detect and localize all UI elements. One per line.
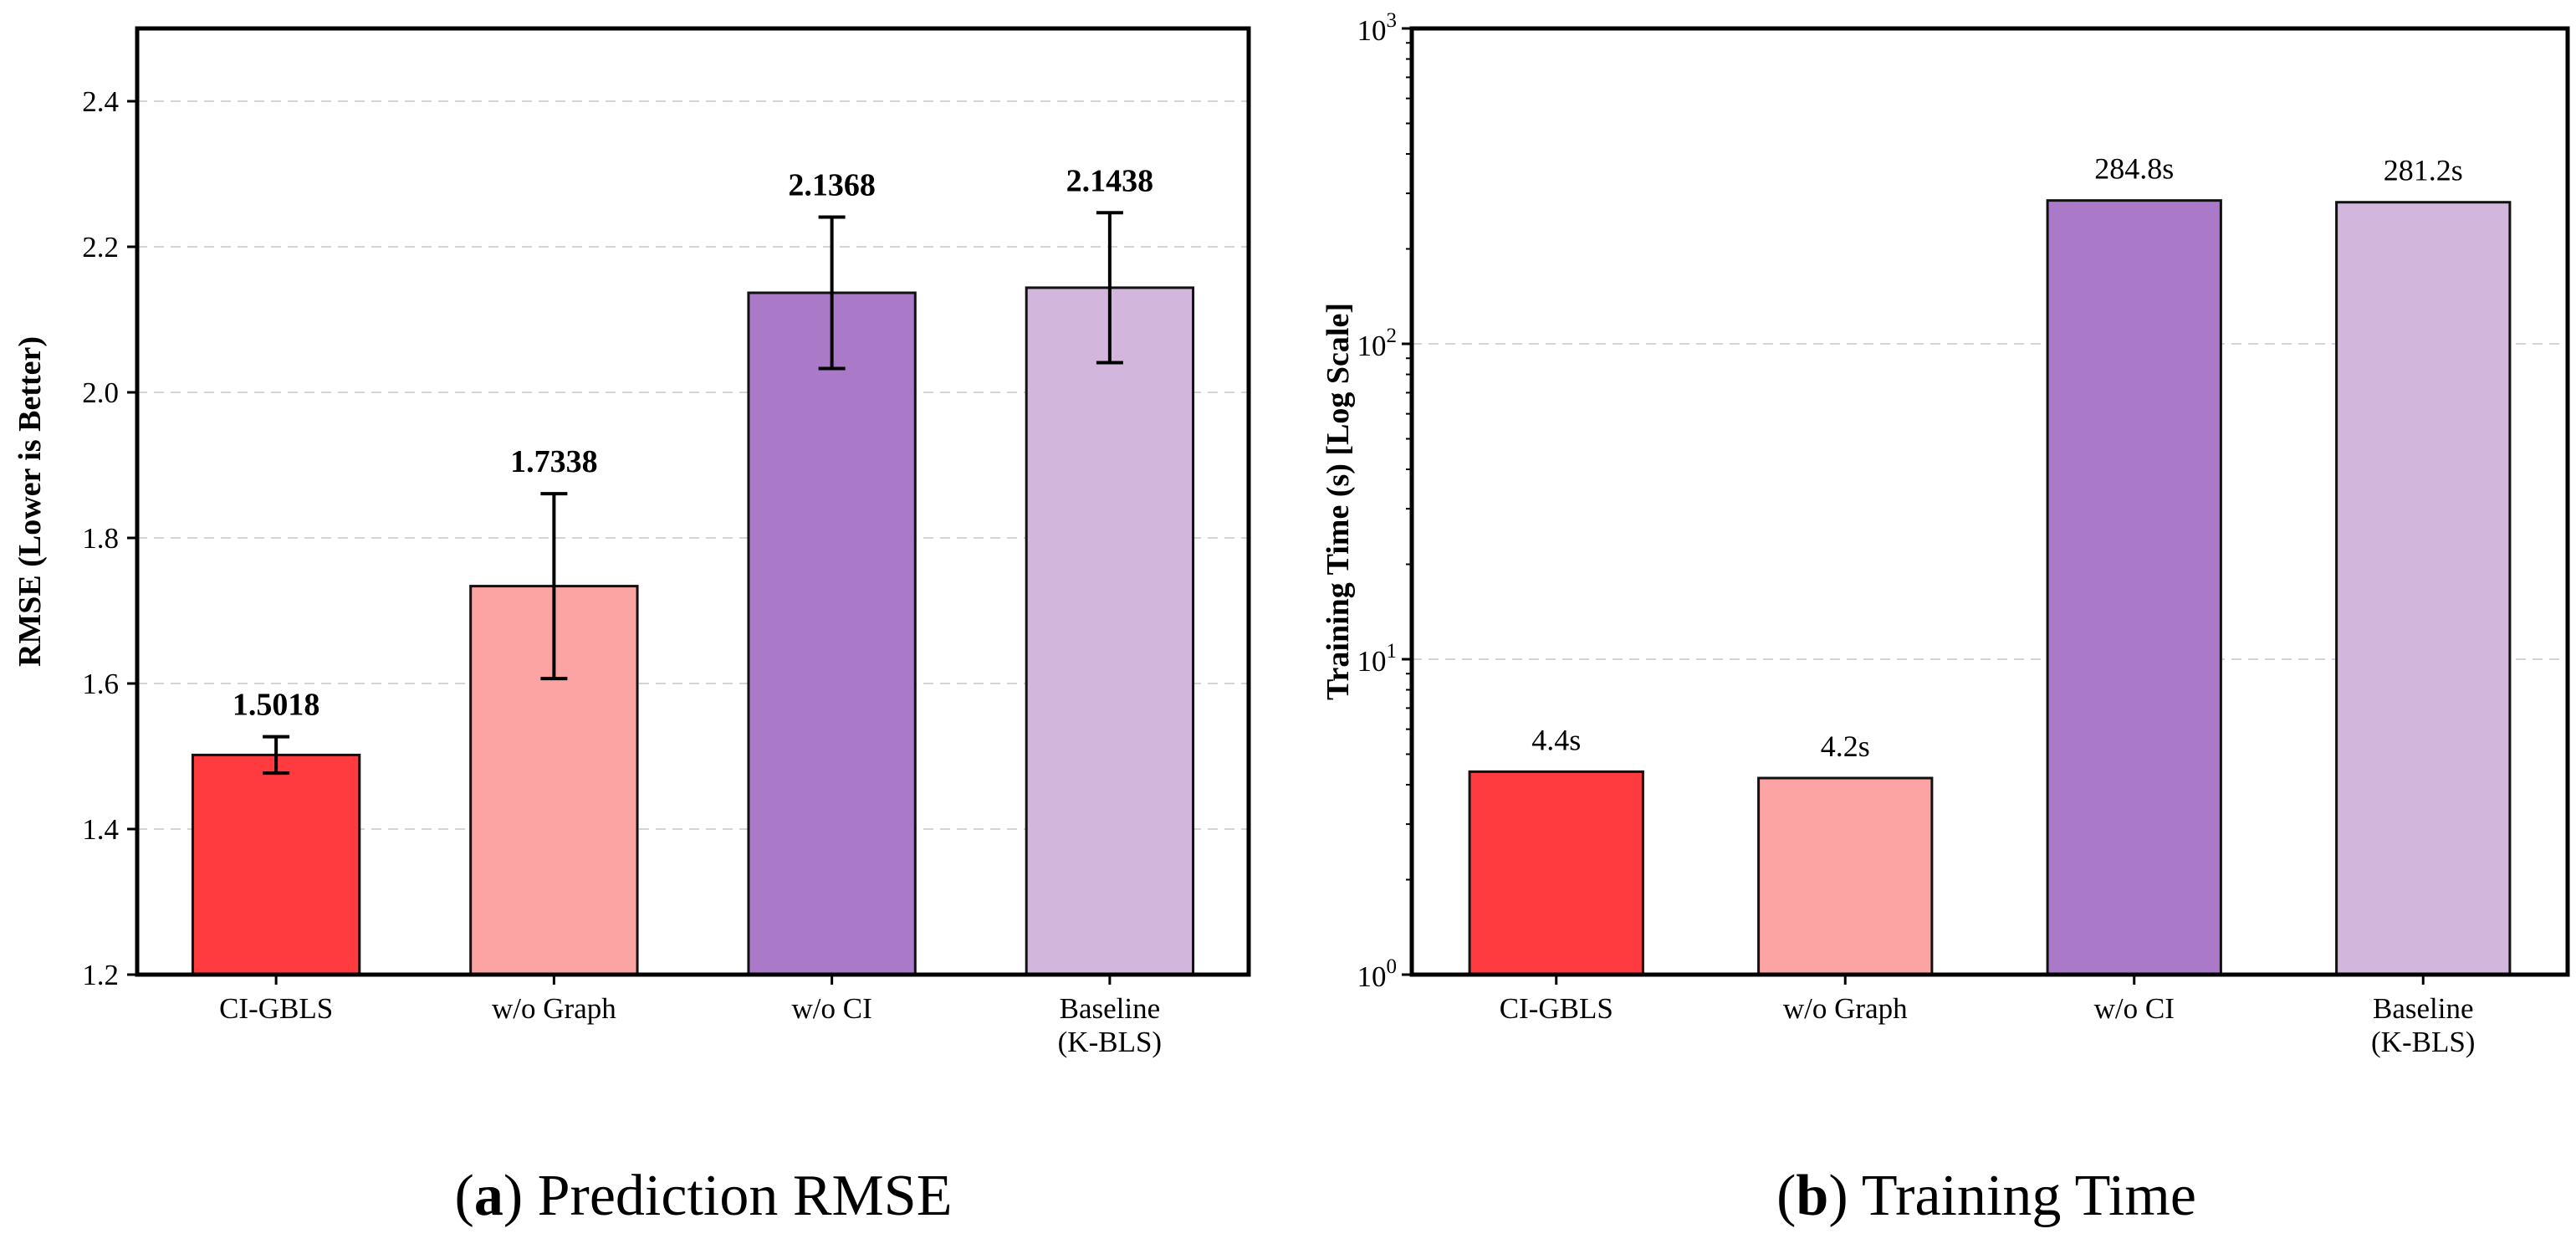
y-axis-label: RMSE (Lower is Better) bbox=[13, 336, 48, 667]
y-tick-label: 100 bbox=[1357, 955, 1398, 993]
x-tick-label: w/o CI bbox=[792, 992, 872, 1025]
panel-b-caption: (b) Training Time bbox=[1776, 1164, 2196, 1228]
y-tick-label: 2.4 bbox=[82, 85, 119, 118]
y-tick-label: 1.2 bbox=[82, 959, 119, 991]
bar-4 bbox=[1025, 286, 1195, 976]
value-label-3: 284.8s bbox=[2094, 152, 2174, 186]
bar-2 bbox=[1757, 776, 1934, 976]
x-tick-label: CI-GBLS bbox=[219, 992, 333, 1025]
y-tick-label: 1.6 bbox=[82, 668, 119, 700]
panel-a-caption: (a) Prediction RMSE bbox=[455, 1164, 953, 1228]
y-tick-label: 2.0 bbox=[82, 376, 119, 409]
y-axis-label: Training Time (s) [Log Scale] bbox=[1321, 303, 1356, 700]
axes-frame bbox=[1409, 26, 2570, 977]
x-tick-label: Baseline bbox=[1060, 992, 1161, 1025]
bar-1 bbox=[1468, 770, 1644, 976]
panel-a-rmse-chart: 1.5018 1.7338 2.1368 2.1438 1.2 1.4 1.6 1.8 2.0 2… bbox=[13, 26, 1251, 1058]
y-tick-label: 101 bbox=[1357, 640, 1398, 678]
bar-1 bbox=[191, 753, 361, 976]
y-tick-label: 2.2 bbox=[82, 231, 119, 264]
bar-4 bbox=[2335, 201, 2512, 976]
panel-b-training-time-chart: 4.4s 4.2s 284.8s 281.2s 100 101 102 103 CI-GBLS w… bbox=[1321, 9, 2570, 1058]
x-tick-label: w/o Graph bbox=[1783, 992, 1908, 1025]
bar-3 bbox=[747, 291, 917, 976]
value-label-1: 1.5018 bbox=[233, 688, 320, 723]
bar-3 bbox=[2046, 199, 2222, 976]
value-label-4: 281.2s bbox=[2384, 154, 2463, 187]
x-tick-label: w/o Graph bbox=[492, 992, 616, 1025]
x-tick-label: Baseline bbox=[2373, 992, 2474, 1025]
value-label-4: 2.1438 bbox=[1066, 163, 1154, 198]
y-tick-label: 1.8 bbox=[82, 522, 119, 555]
x-tick-label: (K-BLS) bbox=[1058, 1026, 1162, 1058]
y-tick-label: 103 bbox=[1357, 9, 1398, 47]
x-tick-label: CI-GBLS bbox=[1500, 992, 1613, 1025]
x-tick-label: (K-BLS) bbox=[2371, 1026, 2475, 1058]
value-label-3: 2.1368 bbox=[788, 168, 876, 203]
x-tick-label: w/o CI bbox=[2094, 992, 2175, 1025]
value-label-2: 1.7338 bbox=[510, 444, 598, 479]
y-tick-label: 102 bbox=[1357, 325, 1398, 362]
value-label-1: 4.4s bbox=[1531, 723, 1581, 756]
value-label-2: 4.2s bbox=[1821, 730, 1870, 763]
y-tick-label: 1.4 bbox=[82, 813, 119, 846]
axes-frame bbox=[135, 26, 1251, 977]
